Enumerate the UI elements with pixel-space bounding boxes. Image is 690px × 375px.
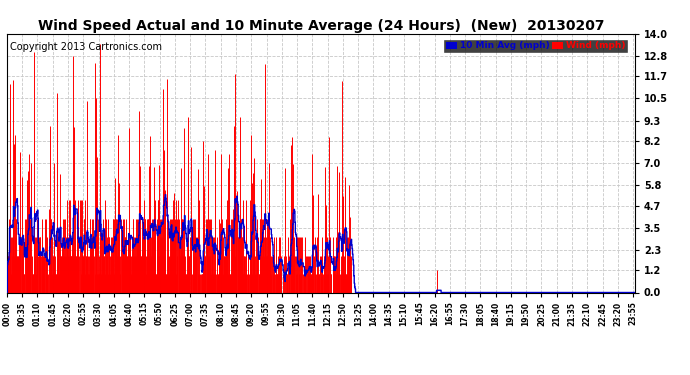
Legend: 10 Min Avg (mph), Wind (mph): 10 Min Avg (mph), Wind (mph) bbox=[444, 39, 627, 52]
Text: Copyright 2013 Cartronics.com: Copyright 2013 Cartronics.com bbox=[10, 42, 162, 51]
Title: Wind Speed Actual and 10 Minute Average (24 Hours)  (New)  20130207: Wind Speed Actual and 10 Minute Average … bbox=[37, 19, 604, 33]
